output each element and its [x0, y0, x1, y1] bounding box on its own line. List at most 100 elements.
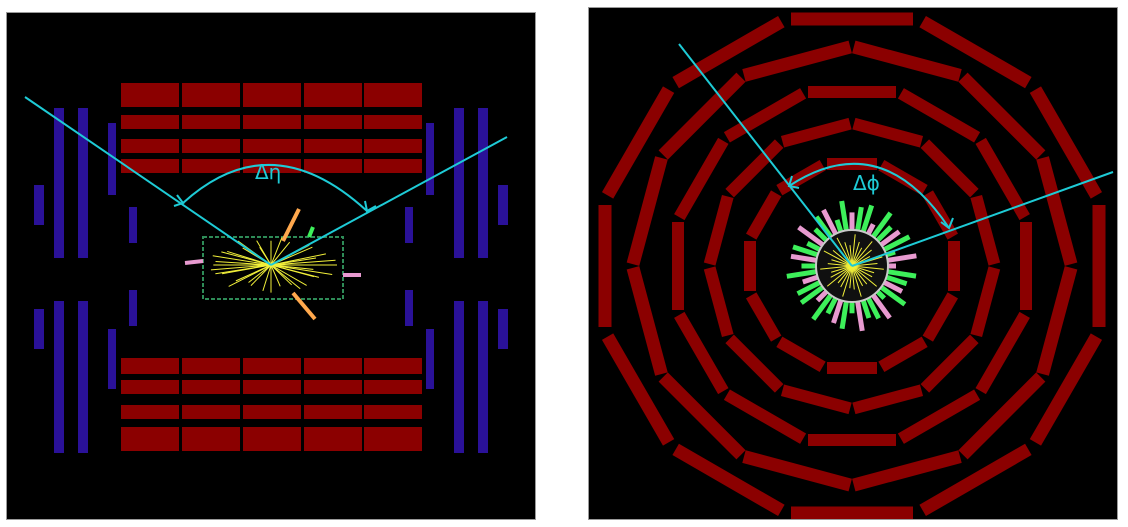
calorimeter-module [780, 117, 852, 148]
arc-arrowhead [787, 175, 800, 189]
particle-track [851, 234, 856, 267]
calorimeter-deposit [879, 285, 907, 307]
calorimeter-module [1036, 266, 1078, 376]
calorimeter-deposit [814, 215, 833, 239]
particle-track [270, 264, 333, 276]
longitudinal-view-panel: Δη [6, 12, 536, 520]
calorimeter-deposit [834, 219, 844, 233]
calorimeter-module [897, 88, 981, 143]
calorimeter-module [852, 117, 924, 148]
particle-track [270, 264, 292, 286]
particle-track [851, 265, 878, 287]
calorimeter-module [121, 83, 179, 107]
calorimeter-module [1020, 222, 1032, 310]
calorimeter-module [121, 139, 179, 153]
particle-track [831, 259, 853, 267]
muon-chamber [405, 290, 413, 326]
calorimeter-module [723, 389, 807, 444]
calorimeter-module [742, 40, 852, 82]
calorimeter-deposit [871, 211, 893, 239]
calorimeter-module [626, 156, 668, 266]
particle-track [851, 265, 864, 287]
hadronic-deposit [281, 208, 301, 242]
calorimeter-module [672, 443, 785, 517]
calorimeter-module [975, 137, 1030, 221]
calorimeter-deposit [821, 208, 838, 236]
particle-track [826, 265, 853, 287]
calorimeter-deposit [797, 225, 825, 247]
particle-track [851, 265, 855, 290]
calorimeter-module [852, 384, 924, 415]
particle-track [851, 265, 868, 285]
calorimeter-module [304, 405, 362, 419]
calorimeter-module [674, 137, 729, 221]
calorimeter-module [878, 336, 928, 372]
calorimeter-deposit [855, 301, 865, 332]
transverse-view-panel: Δϕ [588, 7, 1118, 520]
calorimeter-module [304, 139, 362, 153]
calorimeter-module [182, 159, 240, 173]
calorimeter-module [808, 86, 896, 98]
muon-chamber [78, 301, 88, 453]
particle-track [823, 250, 853, 267]
delta-eta-label: Δη [255, 160, 281, 184]
particle-track [212, 255, 272, 266]
particle-track [851, 263, 878, 267]
calorimeter-module [121, 358, 179, 374]
calorimeter-module [304, 115, 362, 129]
calorimeter-module [1036, 156, 1078, 266]
tracker-outline [202, 236, 344, 300]
calorimeter-module [182, 358, 240, 374]
calorimeter-module [182, 427, 240, 451]
em-deposit [184, 259, 204, 265]
calorimeter-module [626, 266, 668, 376]
muon-chamber [498, 185, 508, 225]
calorimeter-module [364, 159, 422, 173]
calorimeter-deposit [786, 269, 817, 279]
muon-chamber [34, 185, 44, 225]
calorimeter-deposit [813, 227, 829, 243]
particle-track [851, 247, 863, 267]
jet-axis-line [270, 136, 508, 266]
calorimeter-module [725, 334, 784, 393]
calorimeter-module [364, 405, 422, 419]
arc-arrowhead [364, 200, 377, 213]
longitudinal-view-diagram: Δη [24, 83, 508, 453]
calorimeter-module [970, 266, 1001, 338]
muon-chamber [454, 301, 464, 453]
muon-chamber [405, 207, 413, 243]
calorimeter-deposit [839, 200, 849, 231]
particle-track [830, 265, 853, 278]
calorimeter-module [243, 358, 301, 374]
particle-track [849, 265, 853, 289]
calorimeter-deposit [875, 289, 887, 301]
calorimeter-module [364, 139, 422, 153]
calorimeter-module [746, 190, 782, 240]
calorimeter-deposit [790, 253, 817, 263]
calorimeter-module [958, 372, 1046, 460]
particle-track [221, 264, 272, 275]
calorimeter-module [304, 159, 362, 173]
muon-chamber [34, 309, 44, 349]
particle-track [849, 245, 853, 267]
calorimeter-module [922, 292, 958, 342]
calorimeter-module [674, 311, 729, 395]
particle-track [851, 265, 884, 270]
calorimeter-module [776, 336, 826, 372]
particle-track [851, 265, 875, 274]
calorimeter-module [243, 427, 301, 451]
particle-track [270, 237, 283, 266]
calorimeter-module [919, 15, 1032, 89]
calorimeter-deposit [885, 249, 896, 258]
calorimeter-module [791, 506, 913, 519]
calorimeter-module [601, 333, 675, 446]
particle-track [851, 241, 873, 267]
calorimeter-module [827, 362, 877, 374]
calorimeter-module [364, 83, 422, 107]
calorimeter-module [243, 405, 301, 419]
calorimeter-deposit [811, 293, 833, 321]
calorimeter-module [746, 292, 782, 342]
calorimeter-deposit [802, 274, 819, 285]
calorimeter-deposit [871, 293, 892, 320]
particle-track [262, 264, 272, 292]
